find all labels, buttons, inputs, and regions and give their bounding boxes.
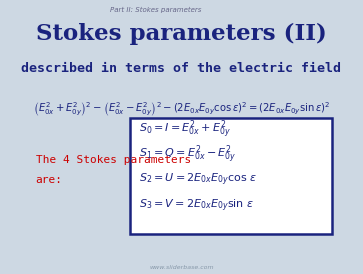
Text: $S_1 = Q = E_{0x}^2 - E_{0y}^2$: $S_1 = Q = E_{0x}^2 - E_{0y}^2$ — [139, 144, 237, 166]
Text: $S_0 = I = E_{0x}^2 + E_{0y}^2$: $S_0 = I = E_{0x}^2 + E_{0y}^2$ — [139, 119, 232, 141]
Text: are:: are: — [36, 175, 62, 185]
Text: described in terms of the electric field: described in terms of the electric field — [21, 62, 342, 75]
Text: www.sliderbase.com: www.sliderbase.com — [149, 265, 214, 270]
FancyBboxPatch shape — [130, 118, 332, 234]
Text: $S_2 = U = 2E_{0x}E_{0y}\cos\,\varepsilon$: $S_2 = U = 2E_{0x}E_{0y}\cos\,\varepsilo… — [139, 171, 258, 188]
Text: Stokes parameters (II): Stokes parameters (II) — [36, 23, 327, 45]
Text: Part II: Stokes parameters: Part II: Stokes parameters — [110, 7, 201, 13]
Text: $S_3 = V = 2E_{0x}E_{0y}\sin\,\varepsilon$: $S_3 = V = 2E_{0x}E_{0y}\sin\,\varepsilo… — [139, 197, 254, 214]
Text: $\left(E_{0x}^2+E_{0y}^2\right)^2-\left(E_{0x}^2-E_{0y}^2\right)^2-\left(2E_{0x}: $\left(E_{0x}^2+E_{0y}^2\right)^2-\left(… — [33, 100, 330, 118]
Text: The 4 Stokes parameters: The 4 Stokes parameters — [36, 155, 191, 165]
